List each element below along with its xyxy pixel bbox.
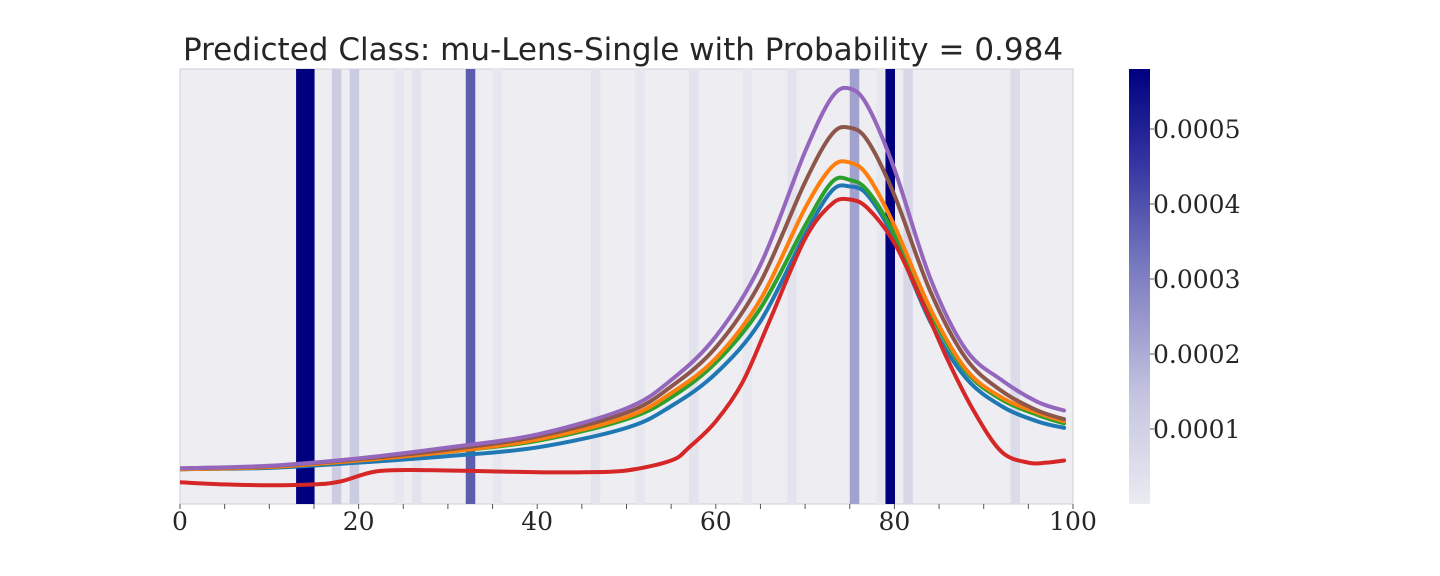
colorbar-tick-label: 0.0003 [1153,265,1240,294]
attribution-band-5 [412,69,422,504]
series-line-0 [180,183,1067,472]
attribution-band-0 [296,69,306,504]
plot-area [179,68,1074,505]
attribution-band-8 [590,69,601,504]
attribution-band-16 [903,69,913,504]
colorbar-axis: 0.0001 0.0002 0.0003 0.0004 0.0005 [1150,115,1240,444]
series-lines [180,85,1067,488]
colorbar [1129,69,1150,504]
series-line-5 [180,196,1067,488]
attribution-band-12 [787,69,797,504]
x-tick-label: 0 [172,507,188,536]
colorbar-tick-label: 0.0002 [1153,340,1240,369]
colorbar-tick-label: 0.0004 [1153,190,1240,219]
attribution-band-2 [331,69,342,504]
x-tick-label: 60 [700,507,732,536]
attribution-band-15 [885,69,895,504]
attribution-band-1 [305,69,315,504]
attribution-band-9 [635,69,645,504]
attribution-band-17 [1010,69,1021,504]
chart-title: Predicted Class: mu-Lens-Single with Pro… [183,32,1063,68]
x-tick-label: 40 [521,507,553,536]
x-tick-label: 20 [343,507,375,536]
colorbar-tick-label: 0.0001 [1153,415,1240,444]
colorbar-tick-label: 0.0005 [1153,115,1240,144]
x-tick-label: 80 [878,507,910,536]
x-axis: 0 20 40 60 80 100 [172,504,1097,536]
attribution-bands [296,69,1021,504]
attribution-band-13 [849,69,860,504]
attribution-band-7 [492,69,503,504]
attribution-band-10 [689,69,699,504]
attribution-band-4 [394,69,404,504]
attribution-band-14 [876,69,887,504]
x-tick-label: 100 [1049,507,1097,536]
attribution-band-3 [349,69,360,504]
attribution-band-6 [465,69,476,504]
series-line-4 [180,85,1067,471]
